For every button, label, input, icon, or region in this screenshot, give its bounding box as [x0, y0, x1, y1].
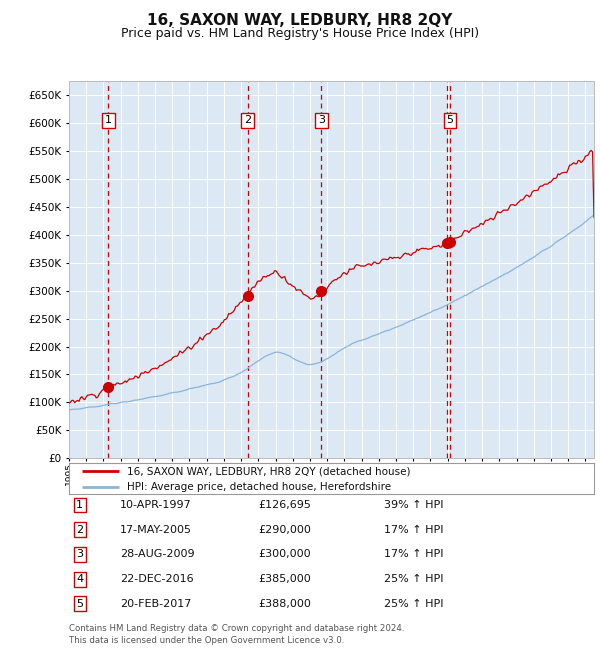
Text: 3: 3: [76, 549, 83, 560]
Text: 25% ↑ HPI: 25% ↑ HPI: [384, 574, 443, 584]
Text: £290,000: £290,000: [258, 525, 311, 535]
Text: 5: 5: [76, 599, 83, 609]
Text: 3: 3: [318, 115, 325, 125]
Text: 1: 1: [105, 115, 112, 125]
Text: 1: 1: [76, 500, 83, 510]
Text: HPI: Average price, detached house, Herefordshire: HPI: Average price, detached house, Here…: [127, 482, 391, 492]
Text: 20-FEB-2017: 20-FEB-2017: [120, 599, 191, 609]
Text: 10-APR-1997: 10-APR-1997: [120, 500, 192, 510]
Text: 2: 2: [76, 525, 83, 535]
Text: 17% ↑ HPI: 17% ↑ HPI: [384, 525, 443, 535]
Text: Contains HM Land Registry data © Crown copyright and database right 2024.
This d: Contains HM Land Registry data © Crown c…: [69, 624, 404, 645]
Text: 2: 2: [244, 115, 251, 125]
Text: 17% ↑ HPI: 17% ↑ HPI: [384, 549, 443, 560]
Text: 5: 5: [446, 115, 454, 125]
Text: Price paid vs. HM Land Registry's House Price Index (HPI): Price paid vs. HM Land Registry's House …: [121, 27, 479, 40]
Text: £388,000: £388,000: [258, 599, 311, 609]
Text: £126,695: £126,695: [258, 500, 311, 510]
Text: 4: 4: [76, 574, 83, 584]
Text: 28-AUG-2009: 28-AUG-2009: [120, 549, 194, 560]
Text: £385,000: £385,000: [258, 574, 311, 584]
Text: 16, SAXON WAY, LEDBURY, HR8 2QY: 16, SAXON WAY, LEDBURY, HR8 2QY: [148, 13, 452, 28]
Text: 22-DEC-2016: 22-DEC-2016: [120, 574, 194, 584]
Text: 39% ↑ HPI: 39% ↑ HPI: [384, 500, 443, 510]
Text: 17-MAY-2005: 17-MAY-2005: [120, 525, 192, 535]
Text: 16, SAXON WAY, LEDBURY, HR8 2QY (detached house): 16, SAXON WAY, LEDBURY, HR8 2QY (detache…: [127, 466, 410, 476]
Text: £300,000: £300,000: [258, 549, 311, 560]
Text: 25% ↑ HPI: 25% ↑ HPI: [384, 599, 443, 609]
